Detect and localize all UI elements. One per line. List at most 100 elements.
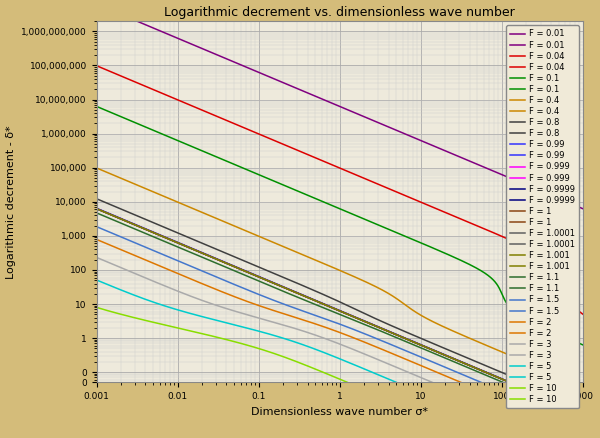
F = 0.999	[301, 293, 308, 299]
F = 0.8	[178, 232, 185, 237]
F = 1.001	[570, 406, 577, 412]
F = 0.8	[93, 196, 100, 201]
F = 1.001	[148, 230, 155, 235]
F = 1.001	[93, 206, 100, 211]
F = 0.04	[148, 86, 155, 92]
F = 0.999	[280, 284, 287, 290]
Line: F = 10: F = 10	[97, 307, 583, 438]
F = 1.1	[148, 233, 155, 239]
X-axis label: Dimensionless wave number σ*: Dimensionless wave number σ*	[251, 407, 428, 417]
F = 0.4	[580, 383, 587, 389]
F = 1	[178, 241, 185, 247]
F = 1.0001	[93, 206, 100, 211]
Line: F = 3: F = 3	[97, 258, 583, 438]
Line: F = 0.01: F = 0.01	[137, 21, 583, 209]
F = 2	[280, 311, 287, 316]
Line: F = 0.4: F = 0.4	[97, 168, 583, 386]
F = 0.99	[280, 284, 287, 289]
F = 0.999	[148, 230, 155, 235]
F = 0.8	[301, 283, 308, 289]
F = 0.99	[93, 205, 100, 211]
F = 1	[280, 284, 287, 290]
F = 10	[280, 354, 287, 359]
F = 0.4	[178, 201, 185, 206]
F = 1	[580, 410, 587, 416]
F = 1.5	[178, 259, 185, 265]
F = 0.1	[178, 139, 185, 145]
F = 3	[148, 278, 155, 283]
F = 0.01	[215, 53, 222, 58]
F = 0.9999	[178, 241, 185, 247]
Y-axis label: Logarithmic decrement - δ*: Logarithmic decrement - δ*	[5, 125, 16, 279]
Line: F = 0.1: F = 0.1	[97, 106, 583, 345]
F = 0.1	[280, 182, 287, 187]
F = 0.04	[301, 150, 308, 155]
Line: F = 0.04: F = 0.04	[97, 66, 583, 314]
F = 0.04	[93, 63, 100, 68]
F = 0.999	[178, 241, 185, 247]
F = 1.1	[570, 410, 577, 415]
F = 1.5	[570, 418, 577, 424]
F = 3	[93, 255, 100, 260]
F = 2	[148, 260, 155, 265]
F = 0.01	[244, 65, 251, 70]
F = 0.999	[93, 206, 100, 211]
F = 2	[178, 272, 185, 278]
F = 0.8	[580, 404, 587, 409]
F = 1.5	[517, 396, 524, 402]
Line: F = 1.001: F = 1.001	[97, 208, 583, 413]
F = 5	[93, 277, 100, 283]
F = 2	[517, 405, 524, 410]
F = 0.99	[178, 241, 185, 246]
F = 0.9999	[93, 206, 100, 211]
F = 0.99	[148, 229, 155, 234]
F = 1.0001	[148, 230, 155, 235]
F = 0.1	[517, 313, 524, 318]
F = 0.1	[301, 191, 308, 196]
F = 10	[93, 305, 100, 310]
F = 0.04	[280, 141, 287, 147]
F = 3	[280, 322, 287, 328]
F = 1.001	[178, 241, 185, 247]
F = 0.8	[517, 378, 524, 383]
F = 0.99	[301, 293, 308, 298]
Line: F = 1.0001: F = 1.0001	[97, 208, 583, 413]
F = 0.8	[148, 219, 155, 225]
F = 0.04	[570, 303, 577, 308]
F = 1.001	[301, 293, 308, 299]
F = 0.99	[570, 406, 577, 411]
F = 0.4	[517, 357, 524, 363]
F = 1.1	[280, 289, 287, 294]
Line: F = 5: F = 5	[97, 280, 583, 438]
F = 0.1	[148, 127, 155, 132]
F = 10	[301, 362, 308, 367]
F = 1.001	[580, 410, 587, 416]
F = 0.999	[580, 410, 587, 416]
Line: F = 0.8: F = 0.8	[97, 199, 583, 406]
F = 0.01	[580, 206, 587, 212]
Line: F = 1: F = 1	[97, 208, 583, 413]
F = 0.9999	[580, 410, 587, 416]
F = 1.0001	[580, 410, 587, 416]
Line: F = 2: F = 2	[97, 240, 583, 434]
F = 1.0001	[301, 293, 308, 299]
F = 0.1	[570, 338, 577, 343]
F = 0.9999	[517, 385, 524, 390]
F = 1.5	[301, 309, 308, 314]
F = 1	[517, 385, 524, 390]
F = 1.5	[93, 224, 100, 230]
F = 1.1	[93, 210, 100, 215]
F = 3	[178, 290, 185, 295]
F = 0.01	[133, 18, 140, 24]
F = 0.99	[517, 384, 524, 389]
F = 0.8	[570, 400, 577, 405]
F = 1.5	[280, 301, 287, 307]
Line: F = 1.1: F = 1.1	[97, 213, 583, 416]
F = 1.1	[580, 413, 587, 419]
F = 0.04	[517, 242, 524, 247]
Line: F = 0.99: F = 0.99	[97, 208, 583, 413]
F = 10	[178, 326, 185, 331]
F = 0.4	[148, 189, 155, 194]
F = 0.9999	[301, 293, 308, 299]
F = 1.0001	[280, 284, 287, 290]
